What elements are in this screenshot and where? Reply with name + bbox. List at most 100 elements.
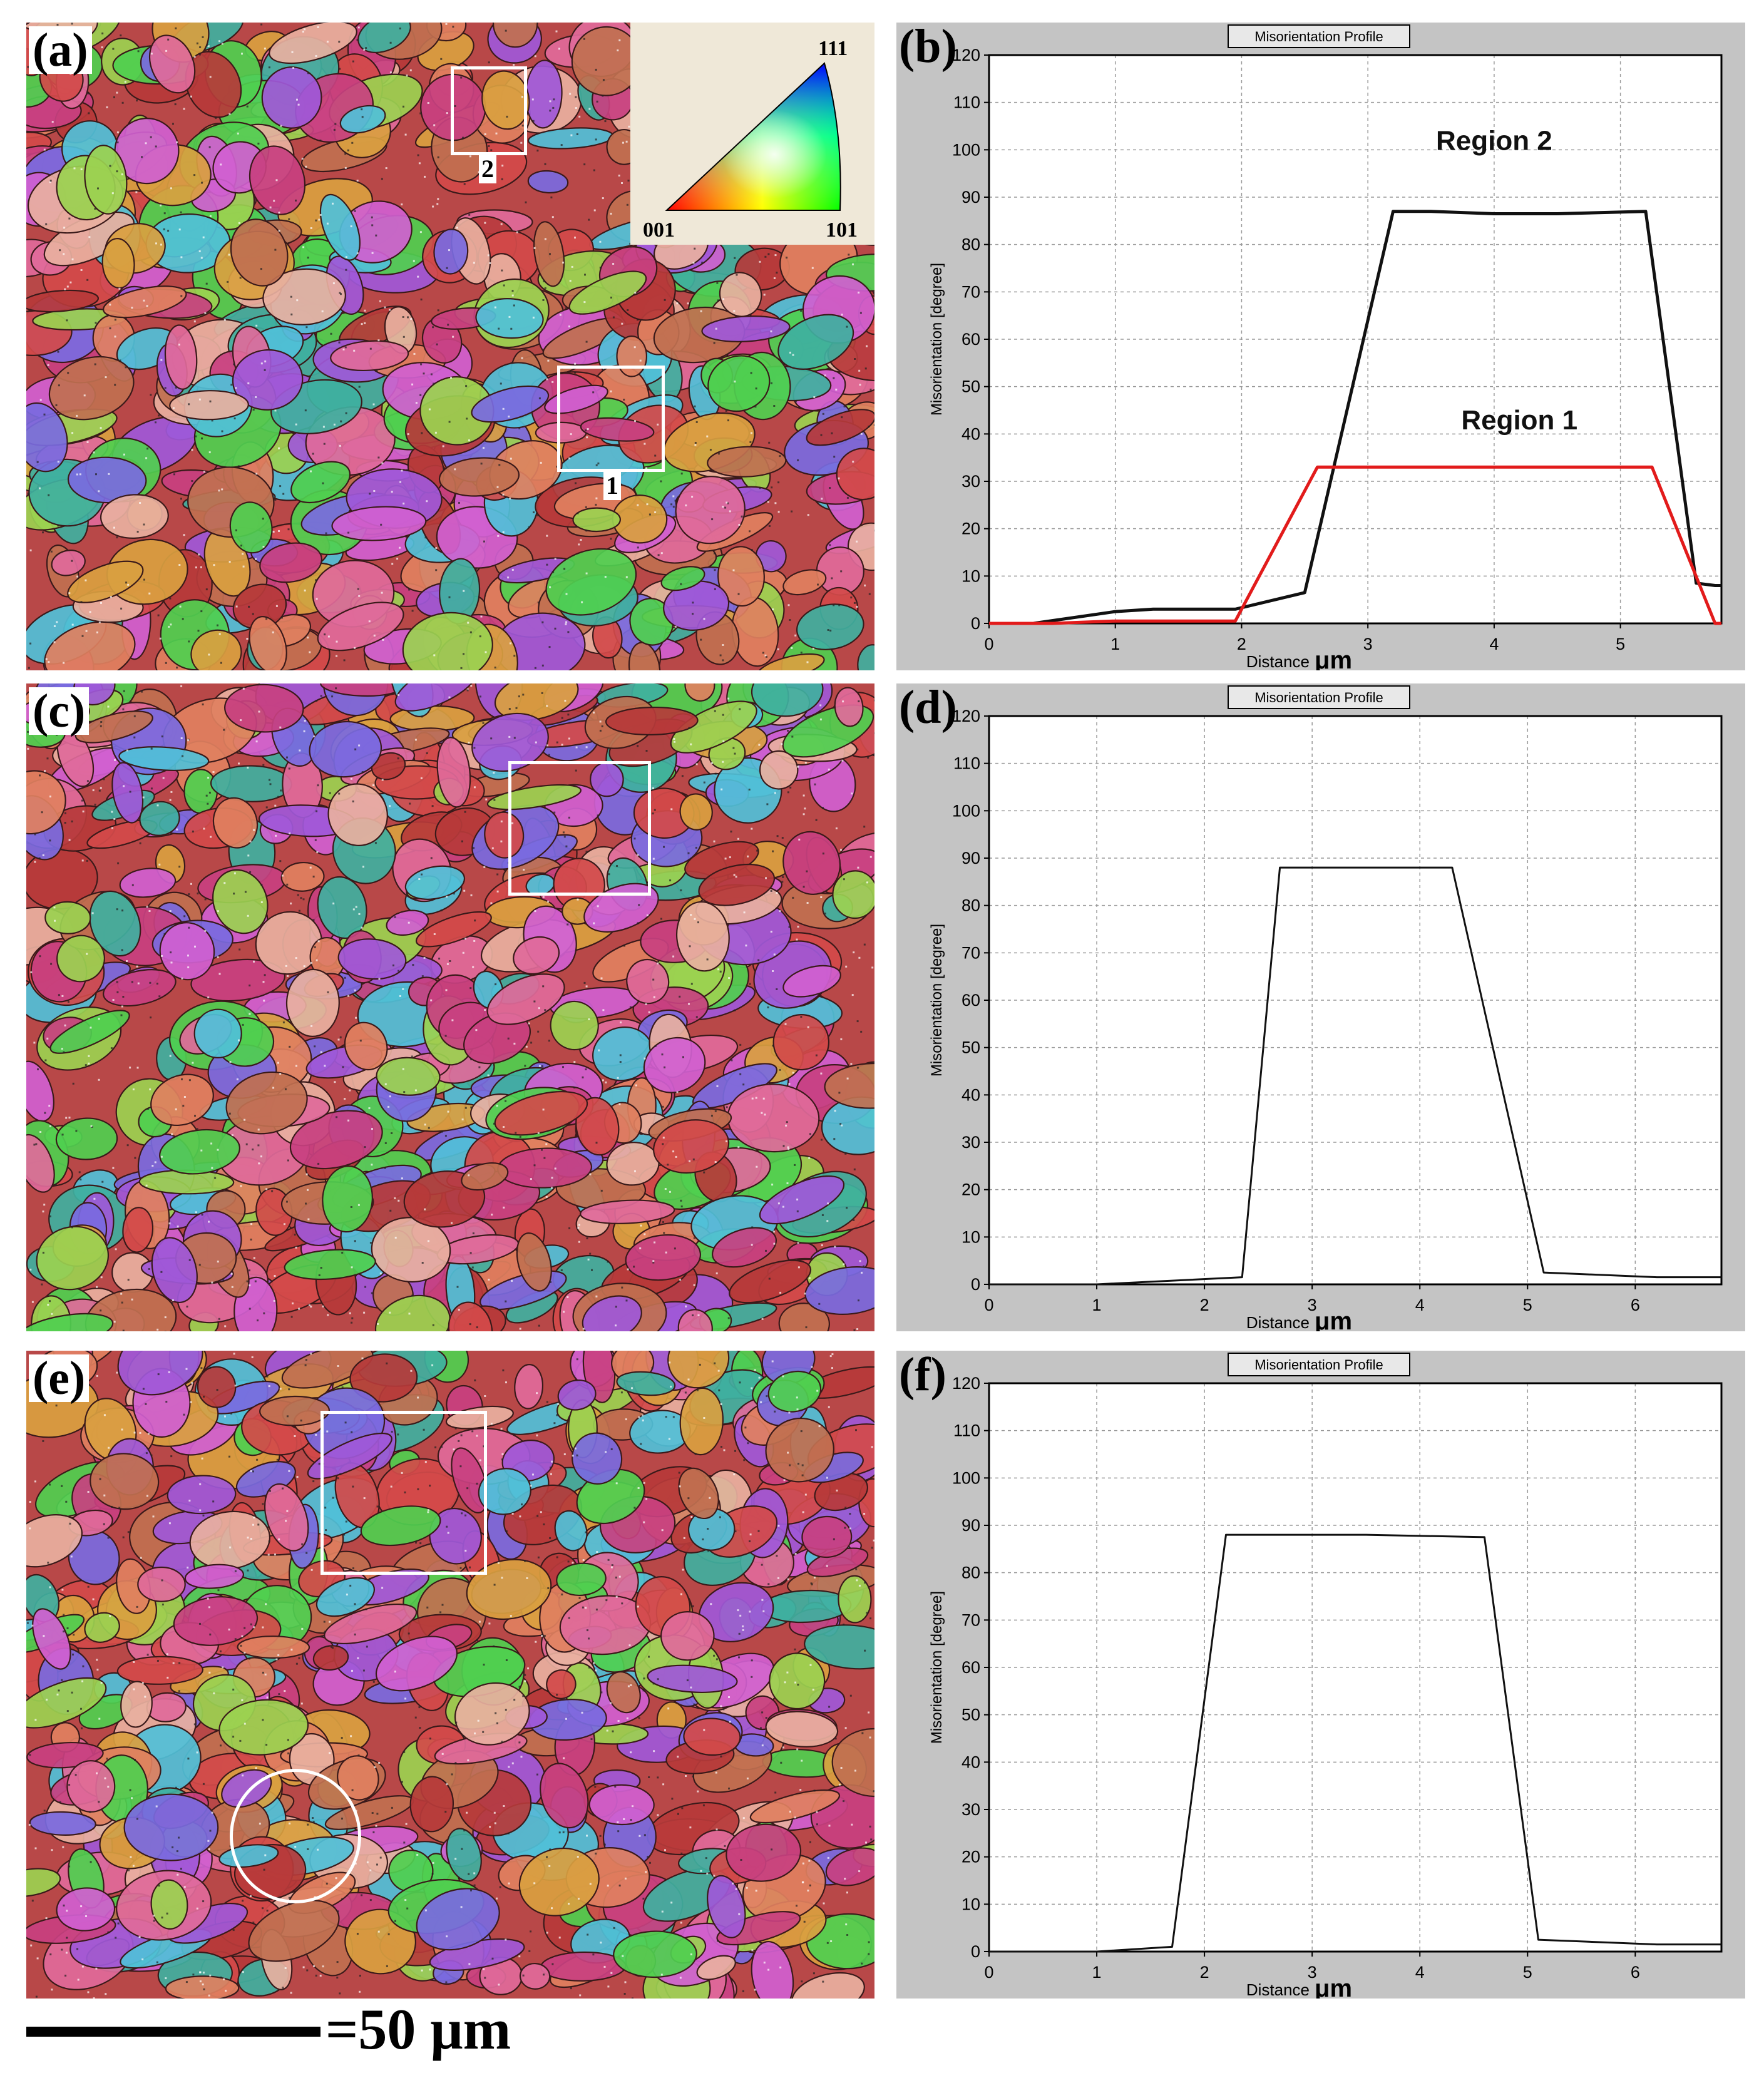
x-tick-label: 4 (1489, 635, 1499, 653)
chart-title: Misorientation Profile (1254, 690, 1383, 705)
region-1-box (557, 366, 665, 472)
panel-label-b: (b) (899, 20, 957, 73)
misorientation-chart-b: Misorientation Profile010203040506070809… (928, 24, 1723, 670)
x-tick-label: 3 (1308, 1296, 1317, 1314)
x-tick-label: 4 (1415, 1296, 1425, 1314)
y-tick-label: 50 (961, 377, 980, 396)
y-tick-label: 120 (952, 707, 980, 725)
scale-bar (26, 2027, 320, 2037)
plot-panel-f: Misorientation Profile 0 10 20 30 40 50 60 70 80 9… (896, 1351, 1745, 1999)
ebsd-map-e: (e) (0, 1324, 917, 2020)
x-axis-unit: μm (1315, 1975, 1352, 1999)
chart-title-box (1228, 1353, 1410, 1376)
panel-label-e: (e) (29, 1354, 90, 1402)
region-circle-e (230, 1769, 361, 1903)
x-tick-label: 2 (1237, 635, 1246, 653)
y-tick-label: 50 (961, 1038, 980, 1057)
y-tick-label: 80 (961, 235, 980, 254)
chart-title: Misorientation Profile (1254, 1357, 1383, 1373)
ipf-label-101: 101 (826, 218, 858, 242)
x-axis-label: Distance (1246, 1313, 1310, 1331)
x-tick-label: 3 (1308, 1963, 1317, 1982)
x-tick-label: 1 (1110, 635, 1120, 653)
x-tick-label: 1 (1092, 1296, 1102, 1314)
region-box-c (508, 761, 651, 896)
plot-frame (988, 1382, 1723, 1953)
y-tick-label: 0 (971, 1275, 980, 1294)
panel-label-a: (a) (29, 26, 92, 74)
chart-title: Misorientation Profile (1254, 29, 1383, 44)
y-tick-label: 40 (961, 1753, 980, 1771)
y-tick-label: 70 (961, 282, 980, 301)
y-tick-label: 0 (971, 614, 980, 633)
y-tick-label: 10 (961, 566, 980, 585)
y-tick-label: 40 (961, 1085, 980, 1104)
y-tick-label: 80 (961, 896, 980, 915)
y-tick-label: 10 (961, 1895, 980, 1913)
x-tick-label: 6 (1631, 1296, 1640, 1314)
y-tick-label: 100 (952, 140, 980, 159)
region-1-marker: 1 (603, 471, 621, 500)
x-tick-label: 3 (1363, 635, 1373, 653)
y-tick-label: 50 (961, 1706, 980, 1724)
plot-panel-b: Misorientation Profile 0 10 20 30 40 50 60 70 80 9… (896, 23, 1745, 670)
y-tick-label: 90 (961, 1516, 980, 1535)
ipf-label-001: 001 (643, 218, 675, 242)
x-tick-label: 6 (1631, 1963, 1640, 1982)
y-tick-label: 100 (952, 801, 980, 820)
region-2-box (451, 66, 527, 155)
x-tick-label: 0 (984, 635, 993, 653)
x-tick-label: 5 (1616, 635, 1625, 653)
y-tick-label: 90 (961, 188, 980, 207)
ebsd-map-a: 111 001 101 2 1 (a) (0, 0, 922, 698)
panel-label-d: (d) (899, 681, 957, 734)
series-label-1: Region 2 (1436, 125, 1552, 156)
y-tick-label: 120 (952, 46, 980, 64)
y-axis-label: Misorientation [degree] (928, 924, 945, 1077)
x-tick-label: 2 (1200, 1963, 1209, 1982)
y-tick-label: 30 (961, 1133, 980, 1152)
y-tick-label: 30 (961, 1800, 980, 1819)
x-tick-label: 4 (1415, 1963, 1425, 1982)
panel-label-c: (c) (29, 687, 90, 735)
x-tick-label: 1 (1092, 1963, 1102, 1982)
y-tick-label: 60 (961, 1658, 980, 1677)
region-box-e (320, 1411, 487, 1575)
plot-panel-d: Misorientation Profile 0 10 20 30 40 50 60 70 80 9… (896, 683, 1745, 1331)
y-tick-label: 60 (961, 991, 980, 1010)
x-tick-label: 0 (984, 1963, 993, 1982)
y-tick-label: 60 (961, 330, 980, 349)
y-axis-label: Misorientation [degree] (928, 1591, 945, 1744)
scale-bar-label: =50 μm (326, 1997, 511, 2061)
x-axis-label: Distance (1246, 652, 1310, 670)
ebsd-map-c-image (0, 648, 920, 1358)
y-tick-label: 80 (961, 1564, 980, 1582)
y-axis-label: Misorientation [degree] (928, 263, 945, 416)
ebsd-map-e-image (0, 1324, 917, 2020)
x-tick-label: 5 (1523, 1963, 1532, 1982)
x-axis-unit: μm (1315, 647, 1352, 670)
plot-frame (988, 54, 1723, 625)
y-tick-label: 10 (961, 1227, 980, 1246)
y-tick-label: 110 (953, 1421, 980, 1440)
y-tick-label: 120 (952, 1374, 980, 1393)
y-tick-label: 20 (961, 1848, 980, 1866)
panel-label-f: (f) (899, 1348, 946, 1401)
x-tick-label: 2 (1200, 1296, 1209, 1314)
y-tick-label: 110 (953, 754, 980, 773)
series-label-2: Region 1 (1461, 405, 1577, 436)
ipf-label-111: 111 (818, 37, 848, 60)
y-tick-label: 20 (961, 1180, 980, 1199)
series-line-1 (989, 210, 1721, 625)
y-tick-label: 100 (952, 1468, 980, 1487)
y-tick-label: 40 (961, 424, 980, 443)
x-tick-label: 5 (1523, 1296, 1532, 1314)
misorientation-chart-d: Misorientation Profile 0 10 20 30 40 50 60 70 80 9… (928, 685, 1723, 1331)
series-line-1 (989, 1533, 1721, 1953)
y-tick-label: 70 (961, 943, 980, 962)
y-tick-label: 70 (961, 1610, 980, 1629)
chart-title-box (1228, 24, 1410, 48)
ipf-legend: 111 001 101 (630, 23, 874, 245)
y-tick-label: 90 (961, 849, 980, 868)
y-tick-label: 30 (961, 472, 980, 491)
